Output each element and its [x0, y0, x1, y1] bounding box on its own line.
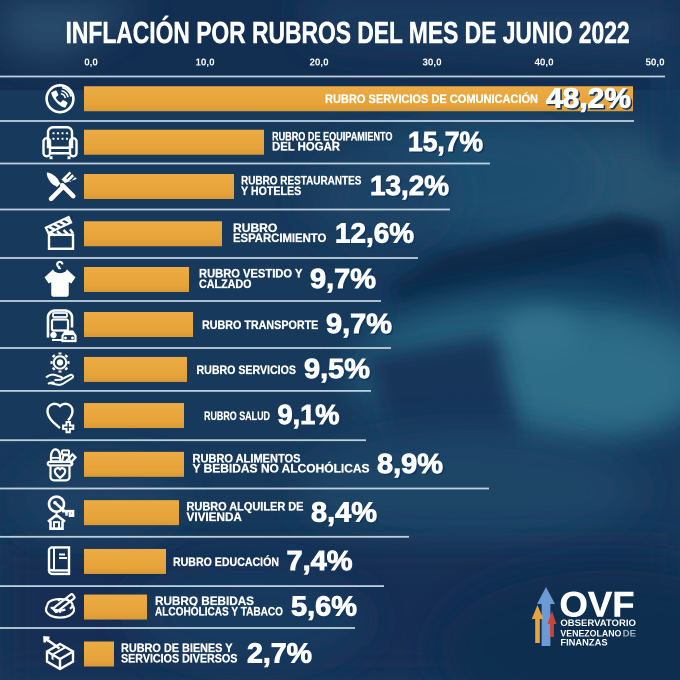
svg-text:13,2%: 13,2%: [370, 170, 449, 201]
svg-text:13,2%: 13,2%: [372, 172, 451, 203]
svg-text:RUBRO DE BIENES Y: RUBRO DE BIENES Y: [121, 642, 233, 655]
svg-text:0,0: 0,0: [84, 58, 98, 69]
svg-text:8,4%: 8,4%: [313, 498, 379, 529]
svg-text:RUBRO: RUBRO: [233, 222, 277, 235]
svg-text:40,0: 40,0: [534, 58, 554, 69]
svg-text:12,6%: 12,6%: [335, 217, 414, 248]
svg-text:RUBRO SERVICIOS DE COMUNICACIÓ: RUBRO SERVICIOS DE COMUNICACIÓN: [325, 93, 538, 106]
svg-text:9,7%: 9,7%: [310, 263, 376, 294]
svg-text:DEL HOGAR: DEL HOGAR: [272, 141, 341, 154]
svg-text:2,7%: 2,7%: [249, 639, 314, 670]
svg-text:9,7%: 9,7%: [312, 265, 378, 296]
svg-text:RUBRO RESTAURANTES: RUBRO RESTAURANTES: [241, 175, 362, 188]
svg-text:12,6%: 12,6%: [337, 219, 416, 250]
svg-text:2,7%: 2,7%: [247, 638, 312, 669]
svg-text:OBSERVATORIO: OBSERVATORIO: [560, 618, 636, 628]
svg-text:48,2%: 48,2%: [548, 84, 633, 115]
svg-text:7,4%: 7,4%: [288, 547, 354, 578]
svg-text:RUBRO ALQUILER DE: RUBRO ALQUILER DE: [187, 501, 304, 514]
svg-text:48,2%: 48,2%: [546, 82, 631, 113]
svg-text:RUBRO EDUCACIÓN: RUBRO EDUCACIÓN: [173, 556, 279, 569]
svg-text:Y BEBIDAS NO ALCOHÓLICAS: Y BEBIDAS NO ALCOHÓLICAS: [193, 463, 370, 476]
svg-text:30,0: 30,0: [422, 58, 442, 69]
svg-text:RUBRO ALIMENTOS: RUBRO ALIMENTOS: [193, 452, 301, 465]
svg-text:10,0: 10,0: [195, 58, 215, 69]
svg-text:5,6%: 5,6%: [291, 591, 357, 622]
svg-text:8,9%: 8,9%: [379, 450, 445, 481]
svg-text:VENEZOLANO: VENEZOLANO: [560, 628, 621, 638]
svg-text:7,4%: 7,4%: [287, 545, 353, 576]
svg-text:5,6%: 5,6%: [293, 592, 359, 623]
svg-text:RUBRO SERVICIOS: RUBRO SERVICIOS: [197, 364, 297, 377]
svg-text:RUBRO BEBIDAS: RUBRO BEBIDAS: [155, 595, 254, 608]
svg-text:9,5%: 9,5%: [306, 355, 372, 386]
svg-text:20,0: 20,0: [309, 58, 329, 69]
svg-text:SERVICIOS DIVERSOS: SERVICIOS DIVERSOS: [121, 652, 238, 665]
svg-text:8,4%: 8,4%: [311, 496, 377, 527]
svg-text:ALCOHÓLICAS Y TABACO: ALCOHÓLICAS Y TABACO: [155, 605, 283, 618]
svg-text:50,0: 50,0: [645, 58, 665, 69]
svg-text:9,5%: 9,5%: [304, 353, 370, 384]
svg-text:9,1%: 9,1%: [278, 399, 340, 430]
svg-text:RUBRO SALUD: RUBRO SALUD: [204, 410, 270, 423]
svg-text:8,9%: 8,9%: [377, 448, 443, 479]
svg-text:RUBRO DE EQUIPAMIENTO: RUBRO DE EQUIPAMIENTO: [272, 130, 393, 143]
svg-text:9,7%: 9,7%: [326, 308, 392, 339]
svg-text:DE: DE: [623, 628, 637, 638]
svg-text:15,7%: 15,7%: [410, 127, 485, 158]
svg-text:9,7%: 9,7%: [328, 310, 394, 341]
svg-text:OVF: OVF: [560, 585, 635, 625]
svg-text:9,1%: 9,1%: [279, 401, 341, 432]
svg-text:INFLACIÓN POR RUBROS DEL MES D: INFLACIÓN POR RUBROS DEL MES DE JUNIO 20…: [66, 14, 630, 50]
svg-text:FINANZAS: FINANZAS: [560, 637, 607, 647]
svg-text:RUBRO TRANSPORTE: RUBRO TRANSPORTE: [202, 319, 319, 332]
svg-text:RUBRO VESTIDO Y: RUBRO VESTIDO Y: [199, 268, 303, 281]
svg-text:Y HOTELES: Y HOTELES: [241, 185, 301, 198]
svg-text:CALZADO: CALZADO: [199, 278, 252, 291]
svg-text:15,7%: 15,7%: [408, 126, 483, 157]
svg-text:ESPARCIMIENTO: ESPARCIMIENTO: [233, 232, 326, 245]
svg-text:VIVIENDA: VIVIENDA: [187, 511, 243, 524]
